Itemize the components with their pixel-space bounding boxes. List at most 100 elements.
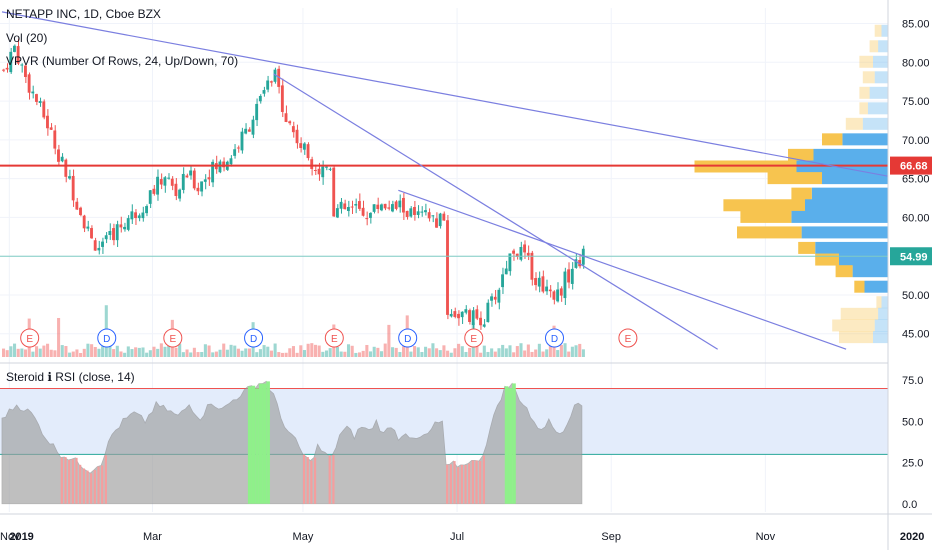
candle-body xyxy=(196,187,200,192)
volume-bar xyxy=(108,344,112,357)
volume-bar xyxy=(196,352,200,357)
candle-body xyxy=(350,206,354,208)
candle-body xyxy=(93,240,97,251)
volume-profile-up-bar xyxy=(864,280,890,293)
volume-bar xyxy=(60,345,64,357)
rsi-oversold-fill xyxy=(332,455,335,504)
rsi-oversold-fill xyxy=(475,460,478,504)
volume-profile-up-bar xyxy=(813,148,890,161)
candle-body xyxy=(398,200,402,208)
candle-body xyxy=(427,212,431,219)
volume-bar xyxy=(413,346,417,357)
volume-bar xyxy=(350,345,354,357)
candle-body xyxy=(402,197,405,213)
candle-body xyxy=(541,276,545,292)
candle-body xyxy=(86,226,90,229)
volume-bar xyxy=(49,349,53,357)
candle-body xyxy=(233,149,237,156)
volume-profile-up-bar xyxy=(852,265,890,278)
volume-bar xyxy=(578,343,582,357)
time-axis-tick: Mar xyxy=(143,531,162,543)
rsi-oversold-fill xyxy=(457,467,460,504)
volume-profile-down-bar xyxy=(859,102,868,115)
price-label-badge xyxy=(890,247,932,266)
volume-profile-down-bar xyxy=(788,148,814,161)
volume-bar xyxy=(46,343,50,357)
candle-body xyxy=(273,69,277,82)
rsi-overbought-fill xyxy=(255,388,259,504)
candle-body xyxy=(38,101,42,103)
rsi-oversold-fill xyxy=(64,457,67,504)
candle-body xyxy=(185,175,189,178)
candle-body xyxy=(504,268,508,275)
marker-label: E xyxy=(169,334,176,345)
candle-body xyxy=(42,101,46,118)
rsi-oversold-fill xyxy=(101,465,104,504)
candle-body xyxy=(317,168,321,175)
rsi-oversold-fill xyxy=(86,470,89,504)
volume-bar xyxy=(394,347,398,357)
candle-body xyxy=(416,211,420,215)
volume-profile-up-bar xyxy=(862,117,890,130)
volume-bar xyxy=(266,346,270,357)
trendline xyxy=(273,73,718,350)
candle-body xyxy=(324,166,328,168)
candle-body xyxy=(471,310,475,326)
volume-bar xyxy=(5,350,9,357)
volume-profile-up-bar xyxy=(839,253,890,266)
volume-profile-down-bar xyxy=(869,40,879,53)
volume-bar xyxy=(115,345,119,357)
volume-bar xyxy=(346,344,351,357)
volume-bar xyxy=(244,348,248,357)
volume-bar xyxy=(291,346,295,357)
candle-body xyxy=(79,207,82,216)
candle-body xyxy=(148,190,152,204)
volume-bar xyxy=(233,345,237,357)
volume-bar xyxy=(442,345,446,357)
volume-bar xyxy=(236,348,240,357)
marker-label: E xyxy=(26,334,33,345)
volume-bar xyxy=(526,344,530,357)
volume-bar xyxy=(457,343,461,357)
candle-body xyxy=(31,91,35,94)
volume-bar xyxy=(258,349,262,357)
volume-bar xyxy=(398,352,402,357)
candle-body xyxy=(332,167,336,217)
candle-body xyxy=(60,156,64,162)
candle-body xyxy=(405,210,409,217)
volume-bar xyxy=(269,350,273,357)
candle-body xyxy=(346,207,350,212)
volume-bar xyxy=(86,343,90,357)
candle-body xyxy=(24,65,27,77)
volume-profile-down-bar xyxy=(832,319,875,332)
candle-body xyxy=(108,231,112,236)
volume-profile-up-bar xyxy=(801,226,890,239)
volume-profile-down-bar xyxy=(839,331,873,344)
volume-profile-up-bar xyxy=(874,71,890,84)
rsi-oversold-fill xyxy=(328,455,331,504)
volume-bar xyxy=(211,352,215,357)
volume-bar xyxy=(35,346,39,357)
price-axis-tick: 85.00 xyxy=(902,19,930,31)
volume-bar xyxy=(16,348,20,357)
candle-body xyxy=(258,95,262,102)
volume-bar xyxy=(137,347,141,357)
rsi-oversold-fill xyxy=(82,468,85,504)
volume-bar xyxy=(310,343,314,357)
marker-label: E xyxy=(331,334,338,345)
volume-bar xyxy=(152,346,156,357)
candle-body xyxy=(295,129,299,144)
volume-bar xyxy=(420,352,424,357)
volume-bar xyxy=(501,344,505,357)
volume-bar xyxy=(339,351,343,357)
volume-profile-up-bar xyxy=(822,172,890,185)
rsi-pane[interactable] xyxy=(0,380,888,505)
volume-bar xyxy=(317,345,321,357)
volume-bar xyxy=(519,343,523,357)
candle-body xyxy=(376,204,380,209)
volume-bar xyxy=(460,346,464,357)
volume-bar xyxy=(123,352,127,357)
